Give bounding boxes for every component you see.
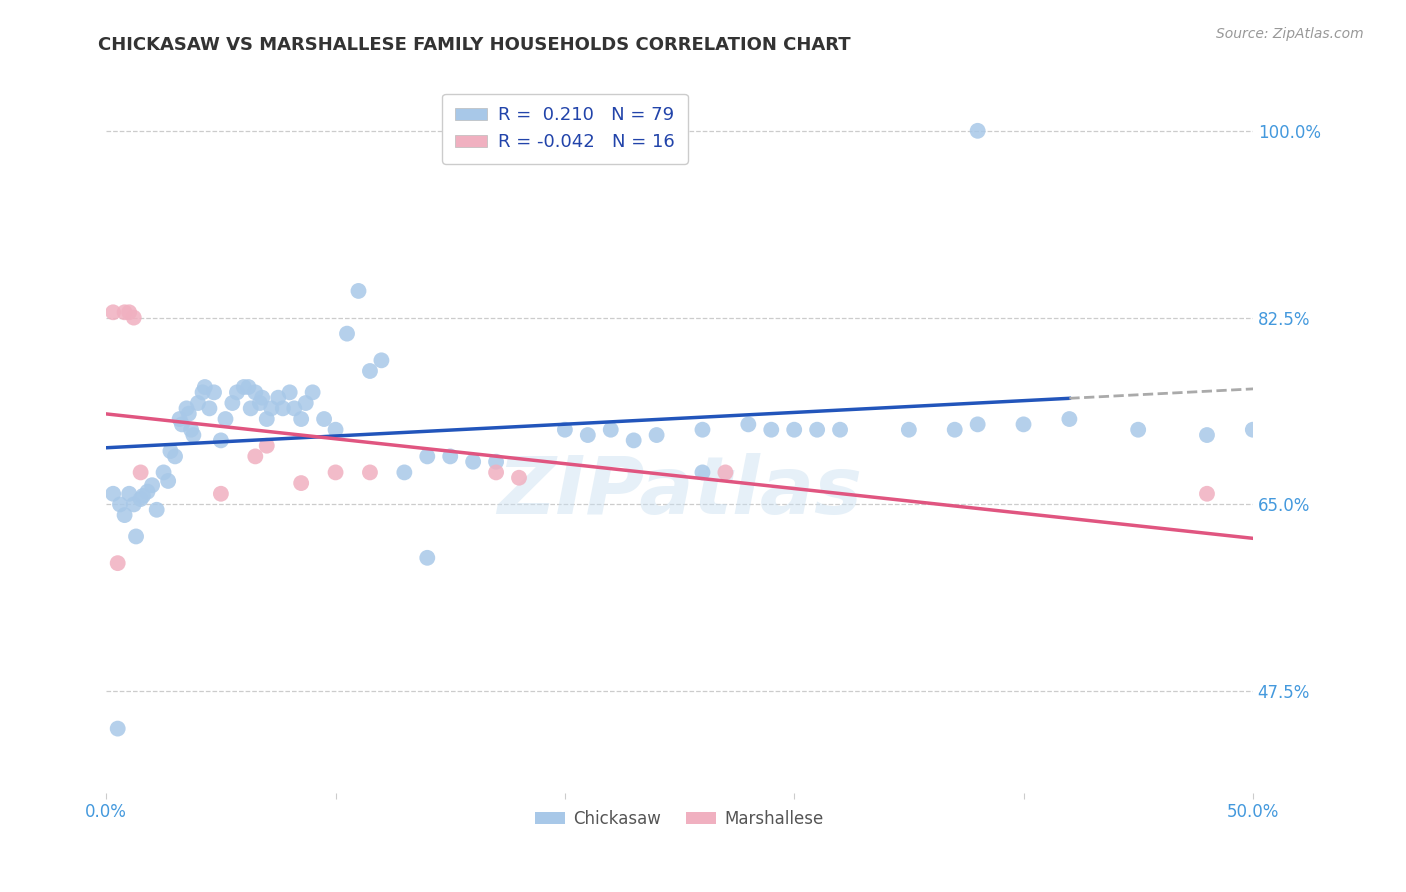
Point bbox=[290, 476, 312, 491]
Point bbox=[347, 284, 370, 298]
Point bbox=[163, 450, 186, 464]
Point bbox=[463, 455, 485, 469]
Point bbox=[118, 487, 141, 501]
Point bbox=[125, 529, 148, 543]
Point bbox=[806, 423, 828, 437]
Point bbox=[260, 401, 283, 416]
Point bbox=[645, 428, 668, 442]
Point bbox=[114, 508, 136, 522]
Point bbox=[187, 396, 209, 410]
Point bbox=[623, 434, 645, 448]
Point bbox=[226, 385, 249, 400]
Point bbox=[129, 466, 152, 480]
Point bbox=[294, 396, 316, 410]
Text: ZIPatlas: ZIPatlas bbox=[498, 453, 862, 532]
Point bbox=[249, 396, 271, 410]
Point bbox=[101, 487, 124, 501]
Point bbox=[692, 466, 714, 480]
Point bbox=[325, 466, 347, 480]
Point bbox=[256, 439, 278, 453]
Point bbox=[250, 391, 273, 405]
Point bbox=[394, 466, 416, 480]
Point bbox=[232, 380, 254, 394]
Point bbox=[136, 484, 159, 499]
Point bbox=[145, 502, 167, 516]
Point bbox=[214, 412, 236, 426]
Text: CHICKASAW VS MARSHALLESE FAMILY HOUSEHOLDS CORRELATION CHART: CHICKASAW VS MARSHALLESE FAMILY HOUSEHOL… bbox=[98, 36, 851, 54]
Point bbox=[122, 310, 145, 325]
Point bbox=[1195, 487, 1218, 501]
Point bbox=[202, 385, 225, 400]
Point bbox=[245, 450, 267, 464]
Point bbox=[599, 423, 621, 437]
Legend: Chickasaw, Marshallese: Chickasaw, Marshallese bbox=[529, 803, 831, 834]
Point bbox=[114, 305, 136, 319]
Point bbox=[301, 385, 323, 400]
Point bbox=[129, 492, 152, 507]
Point bbox=[267, 391, 290, 405]
Point bbox=[370, 353, 392, 368]
Point bbox=[245, 385, 267, 400]
Point bbox=[290, 412, 312, 426]
Point bbox=[1128, 423, 1150, 437]
Point bbox=[897, 423, 920, 437]
Point bbox=[191, 385, 214, 400]
Point bbox=[278, 385, 301, 400]
Point bbox=[576, 428, 599, 442]
Point bbox=[132, 489, 155, 503]
Point bbox=[122, 498, 145, 512]
Point bbox=[336, 326, 359, 341]
Point bbox=[159, 444, 181, 458]
Point bbox=[1241, 423, 1264, 437]
Point bbox=[485, 466, 508, 480]
Point bbox=[314, 412, 336, 426]
Point bbox=[271, 401, 294, 416]
Point bbox=[943, 423, 966, 437]
Point bbox=[1059, 412, 1081, 426]
Point bbox=[359, 466, 381, 480]
Point bbox=[485, 455, 508, 469]
Point bbox=[177, 407, 200, 421]
Point bbox=[209, 487, 232, 501]
Point bbox=[183, 428, 205, 442]
Point bbox=[1012, 417, 1035, 432]
Point bbox=[508, 471, 530, 485]
Point bbox=[152, 466, 174, 480]
Point bbox=[238, 380, 260, 394]
Point bbox=[221, 396, 243, 410]
Point bbox=[256, 412, 278, 426]
Point bbox=[101, 305, 124, 319]
Point bbox=[198, 401, 221, 416]
Point bbox=[170, 417, 193, 432]
Point bbox=[169, 412, 191, 426]
Point bbox=[1195, 428, 1218, 442]
Point bbox=[439, 450, 461, 464]
Point bbox=[416, 450, 439, 464]
Point bbox=[966, 124, 988, 138]
Point bbox=[714, 466, 737, 480]
Point bbox=[107, 722, 129, 736]
Point bbox=[194, 380, 217, 394]
Point bbox=[141, 478, 163, 492]
Text: Source: ZipAtlas.com: Source: ZipAtlas.com bbox=[1216, 27, 1364, 41]
Point bbox=[283, 401, 305, 416]
Point bbox=[783, 423, 806, 437]
Point bbox=[692, 423, 714, 437]
Point bbox=[108, 498, 131, 512]
Point bbox=[209, 434, 232, 448]
Point bbox=[554, 423, 576, 437]
Point bbox=[325, 423, 347, 437]
Point bbox=[966, 417, 988, 432]
Point bbox=[107, 556, 129, 570]
Point bbox=[761, 423, 783, 437]
Point bbox=[828, 423, 851, 437]
Point bbox=[239, 401, 262, 416]
Point bbox=[180, 423, 202, 437]
Point bbox=[359, 364, 381, 378]
Point bbox=[176, 401, 198, 416]
Point bbox=[118, 305, 141, 319]
Point bbox=[157, 474, 180, 488]
Point bbox=[737, 417, 759, 432]
Point bbox=[416, 550, 439, 565]
